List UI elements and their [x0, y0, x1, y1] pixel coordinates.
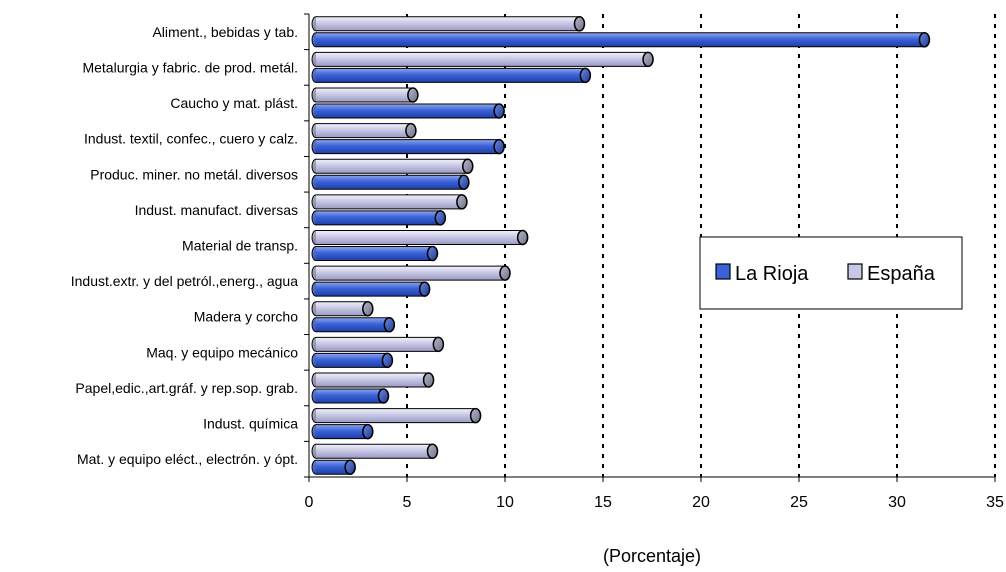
x-axis-title: (Porcentaje): [603, 546, 701, 566]
category-label: Indust. manufact. diversas: [135, 202, 298, 218]
bar-la-rioja: [311, 245, 439, 262]
bar-espana: [311, 265, 511, 281]
category-label: Produc. miner. no metál. diversos: [90, 166, 298, 182]
axes: [304, 13, 996, 482]
category-label: Indust. química: [203, 416, 298, 432]
bar-la-rioja: [311, 352, 394, 369]
x-tick-labels: 0 5 10 15 20 25 30 35: [305, 494, 1004, 511]
category-label: Maq. y equipo mecánico: [146, 344, 298, 360]
x-tick-label-25: 25: [790, 494, 808, 511]
bar-la-rioja: [311, 459, 356, 475]
x-tick-label-0: 0: [305, 494, 314, 511]
category-label: Madera y corcho: [194, 309, 298, 325]
category-label: Indust.extr. y del petról.,energ., agua: [71, 273, 298, 289]
bar-espana: [311, 87, 419, 103]
bars: [311, 16, 931, 475]
bar-la-rioja: [311, 423, 374, 440]
bar-espana: [311, 51, 654, 68]
category-labels: Aliment., bebidas y tab. Metalurgia y fab…: [71, 24, 298, 467]
bar-espana: [311, 336, 445, 353]
bar-la-rioja: [311, 281, 431, 297]
bar-espana: [311, 194, 468, 210]
x-tick-label-10: 10: [496, 494, 514, 511]
category-label: Mat. y equipo eléct., electrón. y ópt.: [77, 451, 298, 467]
bar-la-rioja: [311, 174, 470, 191]
bar-espana: [311, 16, 586, 32]
bar-espana: [311, 158, 474, 175]
legend-label: España: [867, 263, 936, 285]
bar-espana: [311, 300, 374, 317]
legend-swatch: [847, 263, 863, 280]
bar-la-rioja: [311, 103, 505, 119]
category-label: Indust. textil, confec., cuero y calz.: [84, 131, 298, 147]
category-label: Material de transp.: [182, 238, 298, 254]
bar-espana: [311, 122, 417, 139]
x-tick-label-20: 20: [692, 494, 710, 511]
bar-espana: [311, 407, 482, 424]
bar-espana: [311, 443, 439, 459]
bar-la-rioja: [311, 67, 592, 84]
category-label: Papel,edic.,art.gráf. y rep.sop. grab.: [75, 380, 298, 396]
bar-la-rioja: [311, 388, 390, 404]
category-label: Metalurgia y fabric. de prod. metál.: [82, 59, 298, 75]
category-label: Aliment., bebidas y tab.: [152, 24, 298, 40]
bar-la-rioja: [311, 210, 447, 226]
legend-swatch: [715, 263, 731, 280]
bar-la-rioja: [311, 32, 931, 48]
x-tick-label-35: 35: [986, 494, 1004, 511]
bar-la-rioja: [311, 316, 396, 333]
legend-box: [699, 236, 963, 310]
category-label: Caucho y mat. plást.: [170, 95, 298, 111]
bar-espana: [311, 229, 529, 246]
legend: La Rioja España: [699, 236, 963, 310]
bar-la-rioja: [311, 138, 505, 155]
x-tick-label-15: 15: [594, 494, 612, 511]
bar-espana: [311, 372, 435, 388]
x-tick-label-30: 30: [888, 494, 906, 511]
x-tick-label-5: 5: [403, 494, 412, 511]
legend-label: La Rioja: [735, 263, 809, 285]
